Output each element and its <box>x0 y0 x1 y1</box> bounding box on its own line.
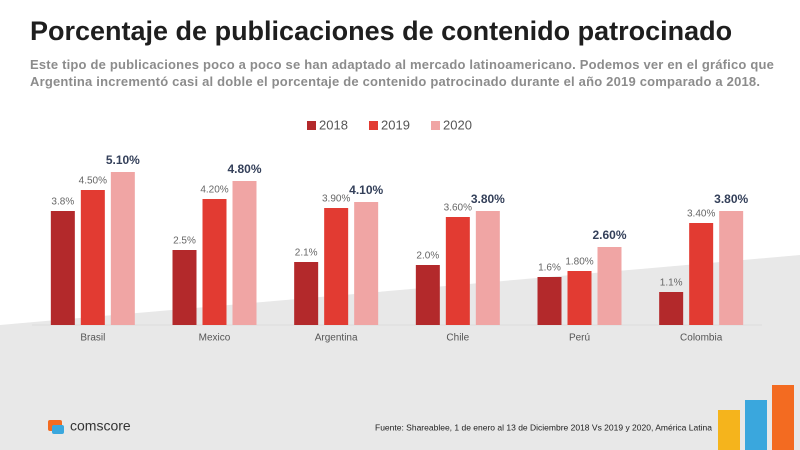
bar <box>50 211 75 325</box>
bar <box>354 202 379 325</box>
value-label: 3.90% <box>322 194 350 205</box>
value-label: 3.80% <box>714 192 748 206</box>
legend-swatch <box>431 121 440 130</box>
legend-label: 2019 <box>381 117 410 132</box>
value-label: 1.80% <box>565 257 593 268</box>
bar <box>719 211 744 325</box>
decor <box>772 385 794 450</box>
bar <box>567 271 592 325</box>
bar <box>110 172 135 325</box>
bar <box>659 292 684 325</box>
logo-text: comscore <box>70 418 131 434</box>
value-label: 3.8% <box>51 197 74 208</box>
bar <box>689 223 714 325</box>
x-tick-label: Argentina <box>315 333 358 344</box>
value-label: 4.80% <box>227 162 261 176</box>
bar <box>415 265 440 325</box>
bar <box>597 247 622 325</box>
value-label: 2.1% <box>295 248 318 259</box>
title: Porcentaje de publicaciones de contenido… <box>30 16 733 46</box>
legend-label: 2018 <box>319 117 348 132</box>
value-label: 4.50% <box>79 176 107 187</box>
bar <box>202 199 227 325</box>
legend-swatch <box>369 121 378 130</box>
bar <box>80 190 105 325</box>
x-tick-label: Perú <box>569 333 590 344</box>
subtitle: Este tipo de publicaciones poco a poco s… <box>30 57 775 89</box>
bar <box>445 217 470 325</box>
decor <box>718 410 740 450</box>
value-label: 3.40% <box>687 209 715 220</box>
value-label: 2.0% <box>416 251 439 262</box>
bar <box>172 250 197 325</box>
bar <box>294 262 319 325</box>
bar <box>537 277 562 325</box>
value-label: 2.5% <box>173 236 196 247</box>
x-tick-label: Colombia <box>680 333 723 344</box>
value-label: 4.20% <box>200 185 228 196</box>
value-label: 1.6% <box>538 263 561 274</box>
bar <box>232 181 257 325</box>
value-label: 3.60% <box>444 203 472 214</box>
logo-icon <box>52 425 64 434</box>
value-label: 3.80% <box>471 192 505 206</box>
value-label: 1.1% <box>660 278 683 289</box>
source: Fuente: Shareablee, 1 de enero al 13 de … <box>375 422 712 432</box>
value-label: 5.10% <box>106 153 140 167</box>
legend-swatch <box>307 121 316 130</box>
decor <box>745 400 767 450</box>
bar <box>475 211 500 325</box>
value-label: 4.10% <box>349 183 383 197</box>
x-tick-label: Brasil <box>80 333 105 344</box>
x-tick-label: Mexico <box>199 333 231 344</box>
x-tick-label: Chile <box>446 333 469 344</box>
legend-label: 2020 <box>443 117 472 132</box>
value-label: 2.60% <box>592 228 626 242</box>
bar <box>324 208 349 325</box>
